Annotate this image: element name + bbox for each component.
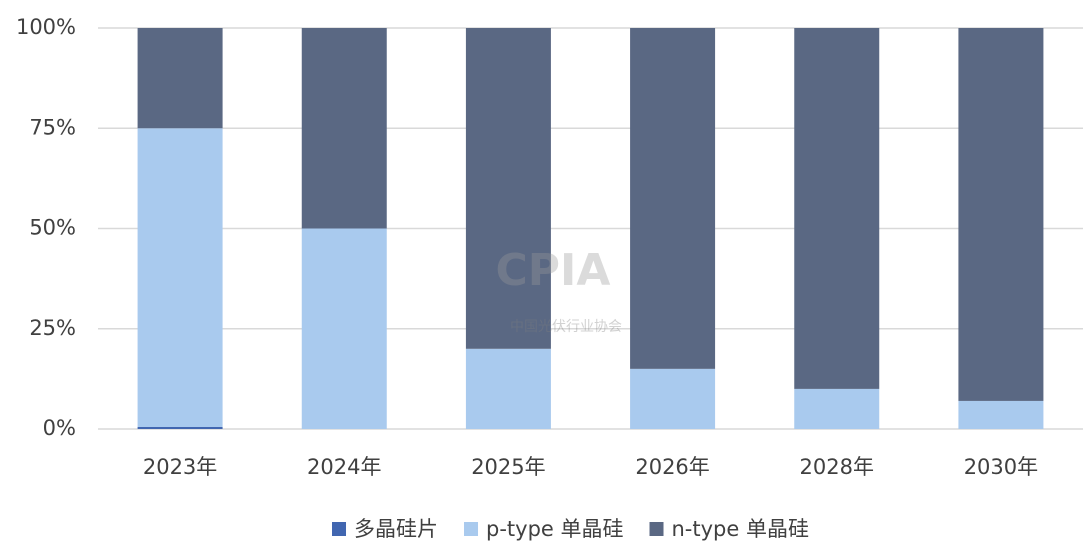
legend-label: n-type 单晶硅 xyxy=(672,517,809,541)
bar-segment xyxy=(301,228,387,429)
watermark-logo: CPIA xyxy=(496,245,611,296)
bar-segment xyxy=(137,128,223,427)
x-tick-label: 2028年 xyxy=(800,455,874,479)
bar-segment xyxy=(958,28,1044,401)
bar-segment xyxy=(630,28,716,369)
watermark: CPIA 中国光伏行业协会 xyxy=(496,245,622,335)
legend-swatch xyxy=(649,522,664,536)
x-tick-label: 2026年 xyxy=(635,455,709,479)
y-tick-label: 50% xyxy=(29,216,76,240)
bar-segment xyxy=(301,28,387,229)
bar-segment xyxy=(137,426,223,429)
x-tick-label: 2030年 xyxy=(964,455,1038,479)
legend-label: 多晶硅片 xyxy=(354,517,438,541)
bar-segment xyxy=(794,28,880,389)
bar-segment xyxy=(794,388,880,429)
bar-segment xyxy=(958,400,1044,429)
x-tick-label: 2025年 xyxy=(471,455,545,479)
y-tick-label: 0% xyxy=(43,416,76,440)
y-tick-label: 100% xyxy=(16,15,76,39)
bar-segment xyxy=(465,28,551,349)
bar-segment xyxy=(137,28,223,129)
x-tick-label: 2023年 xyxy=(143,455,217,479)
y-tick-label: 25% xyxy=(29,316,76,340)
bar-segment xyxy=(465,348,551,429)
legend-label: p-type 单晶硅 xyxy=(486,517,624,541)
watermark-name: 中国光伏行业协会 xyxy=(510,319,622,335)
bar-segment xyxy=(630,368,716,429)
x-tick-label: 2024年 xyxy=(307,455,381,479)
y-tick-label: 75% xyxy=(29,115,76,139)
legend-swatch xyxy=(464,522,479,536)
legend-swatch xyxy=(332,522,347,536)
